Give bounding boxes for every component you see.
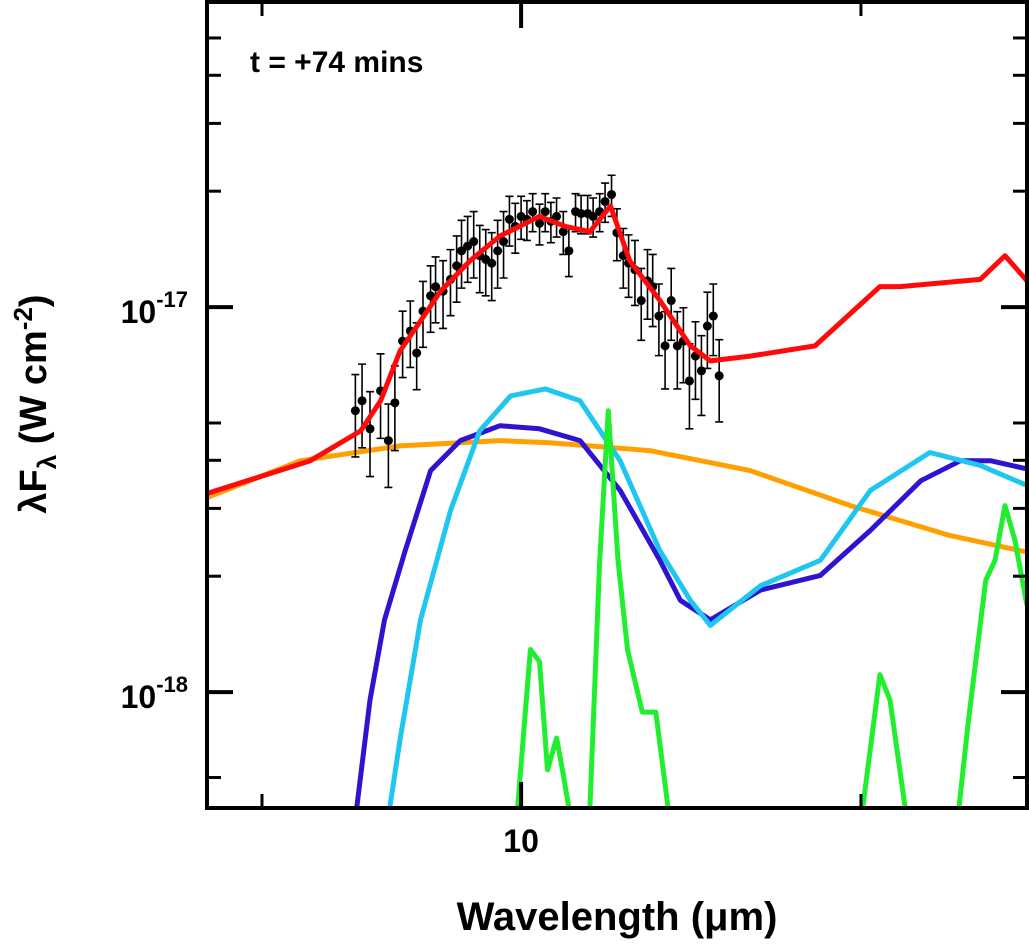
data-point — [469, 237, 479, 247]
model-line — [354, 423, 1027, 808]
y-axis-label-part: ) — [13, 294, 55, 307]
data-point — [540, 207, 550, 217]
data-point — [452, 261, 462, 271]
x-tick-label: 10 — [503, 823, 539, 859]
data-point — [365, 424, 375, 434]
model-line — [207, 438, 1027, 555]
data-point — [684, 376, 694, 386]
data-point — [426, 291, 436, 301]
data-point — [528, 207, 538, 217]
error-bar — [390, 364, 399, 452]
data-point — [350, 406, 360, 416]
model-line — [515, 408, 1027, 808]
data-point — [558, 227, 568, 237]
data-point — [431, 282, 441, 292]
y-tick-exponent: -18 — [156, 672, 188, 697]
plot-data — [207, 174, 1027, 808]
y-axis-label-part: λF — [13, 469, 55, 513]
data-point — [636, 296, 646, 306]
data-point — [564, 246, 574, 256]
data-point — [666, 296, 676, 306]
error-bar — [351, 373, 360, 458]
data-point — [535, 218, 545, 228]
data-point — [588, 211, 598, 221]
model-line — [387, 386, 1027, 808]
data-point — [487, 258, 497, 268]
data-point — [708, 311, 718, 321]
data-point — [696, 366, 706, 376]
error-bar — [358, 363, 367, 449]
annotation: t = +74 mins — [250, 46, 423, 79]
plot-frame — [205, 0, 1029, 810]
data-point — [357, 396, 367, 406]
x-axis-label: Wavelength (μm) — [457, 895, 778, 939]
data-point — [493, 246, 503, 256]
data-point — [457, 246, 467, 256]
data-point — [499, 237, 509, 247]
data-point — [576, 209, 586, 219]
y-tick-base: 10 — [121, 294, 157, 330]
model-line — [207, 203, 1027, 496]
data-point — [412, 348, 422, 358]
data-point — [383, 436, 393, 446]
data-point — [672, 341, 682, 351]
data-point — [607, 190, 617, 200]
data-point — [600, 197, 610, 207]
data-point — [660, 341, 670, 351]
error-bar — [697, 334, 706, 417]
y-axis-label: λFλ (W cm-2) — [8, 294, 62, 513]
data-point — [702, 321, 712, 331]
y-axis-label-part: λ — [32, 454, 62, 469]
y-tick-base: 10 — [121, 679, 157, 715]
error-bar — [715, 338, 724, 423]
error-bar — [366, 390, 375, 478]
y-tick-label: 10-17 — [121, 287, 188, 330]
data-point — [654, 311, 664, 321]
y-axis-label-part: -2 — [8, 307, 38, 330]
data-point — [714, 371, 724, 381]
y-axis-label-part: (W cm — [13, 330, 55, 455]
y-tick-exponent: -17 — [156, 287, 188, 312]
y-tick-label: 10-18 — [121, 672, 188, 715]
data-point — [504, 214, 514, 224]
data-point — [552, 211, 562, 221]
data-point — [390, 398, 400, 408]
